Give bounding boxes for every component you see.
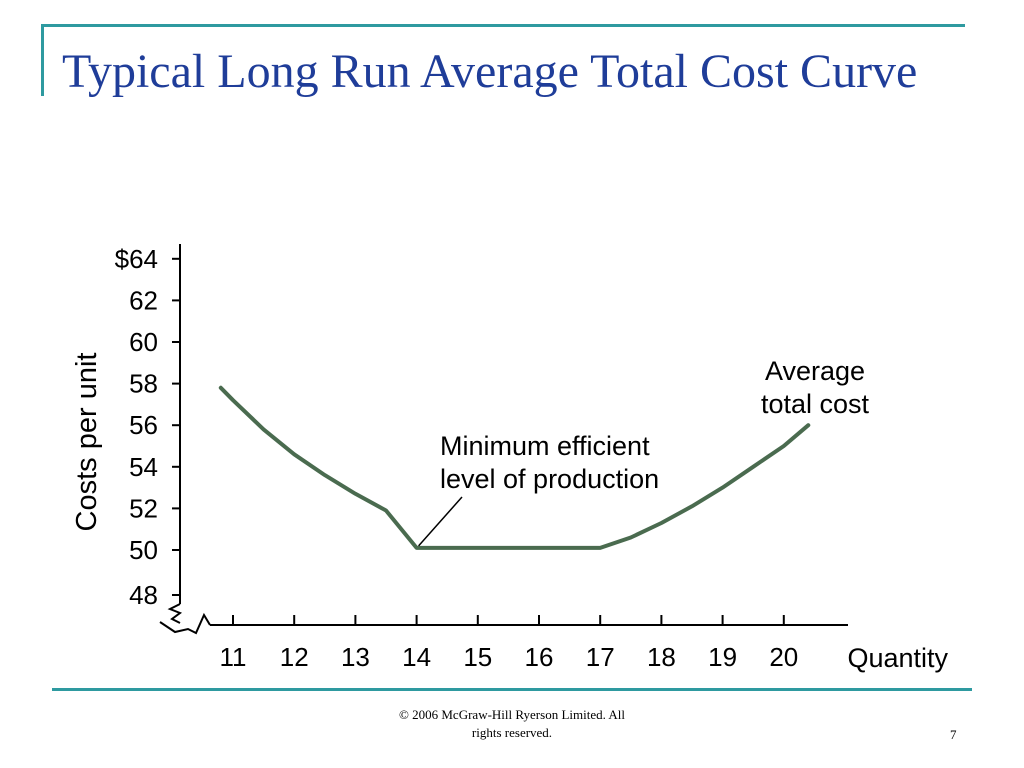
x-tick-label: 14	[402, 642, 431, 672]
title-frame-horizontal-rule	[41, 24, 965, 27]
annotation-pointer-line	[418, 496, 463, 547]
page-number: 7	[950, 727, 957, 742]
copyright-footer: © 2006 McGraw-Hill Ryerson Limited. All …	[399, 707, 625, 740]
x-tick-label: 18	[647, 642, 676, 672]
y-tick-label: 52	[129, 493, 158, 523]
x-axis-break	[159, 612, 211, 635]
x-tick-label: 13	[341, 642, 370, 672]
x-tick-label: 15	[463, 642, 492, 672]
y-axis-break	[167, 603, 183, 624]
y-axis-title: Costs per unit	[71, 353, 103, 532]
y-tick-label: 56	[129, 410, 158, 440]
x-tick-label: 16	[525, 642, 554, 672]
y-tick-label: 50	[129, 535, 158, 565]
x-axis-title: Quantity	[847, 643, 948, 673]
y-tick-label: 54	[129, 452, 158, 482]
x-tick-label: 12	[280, 642, 309, 672]
y-tick-label: 48	[129, 580, 158, 610]
y-tick-label: 62	[129, 285, 158, 315]
x-tick-label: 17	[586, 642, 615, 672]
y-tick-label: $64	[115, 244, 158, 274]
title-frame-vertical-rule	[41, 24, 44, 96]
average-total-cost-label: Average total cost	[761, 356, 870, 419]
slide-title: Typical Long Run Average Total Cost Curv…	[62, 45, 918, 98]
y-tick-label: 60	[129, 327, 158, 357]
y-tick-label: 58	[129, 369, 158, 399]
footer-rule	[52, 688, 972, 691]
minimum-efficient-level-label: Minimum efficient level of production	[440, 431, 659, 494]
x-tick-label: 20	[769, 642, 798, 672]
x-tick-label: 11	[220, 642, 247, 672]
x-tick-label: 19	[708, 642, 737, 672]
average-total-cost-curve	[218, 385, 811, 550]
